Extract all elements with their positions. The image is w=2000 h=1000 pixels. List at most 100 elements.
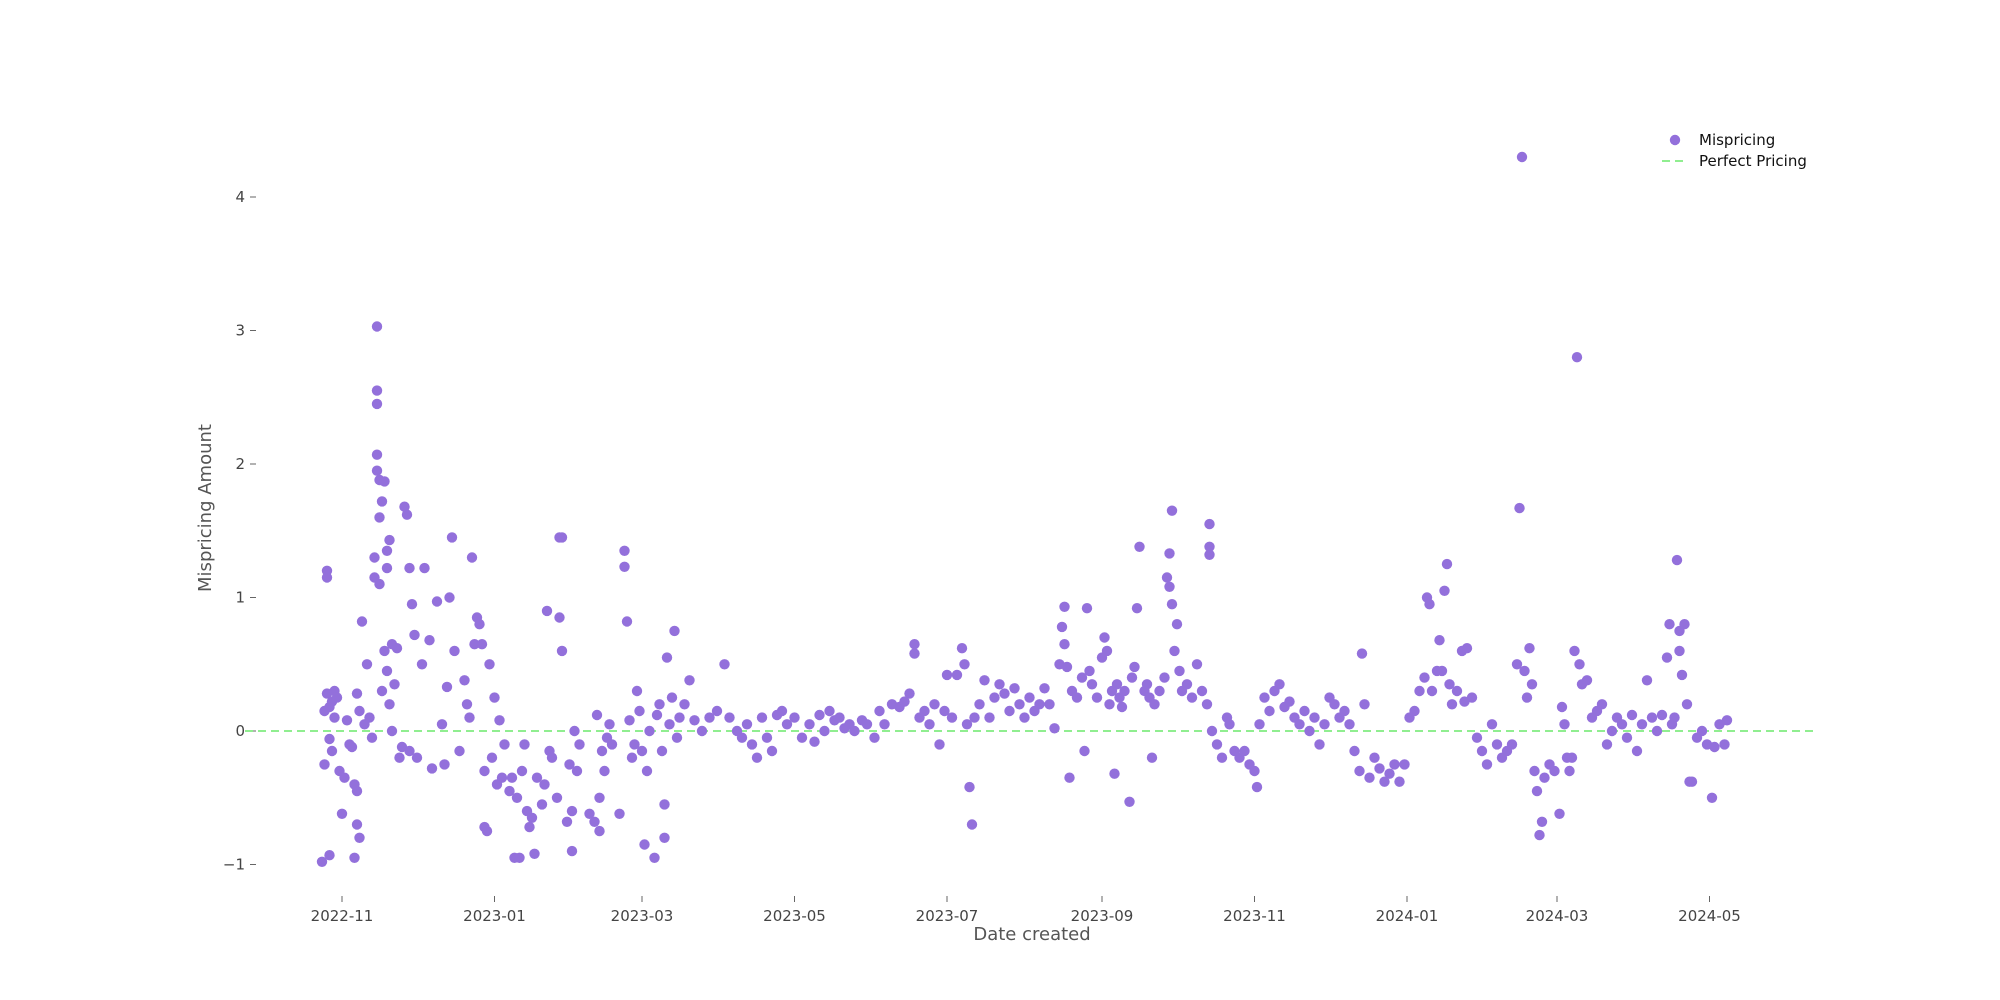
data-point bbox=[1539, 772, 1550, 783]
data-point bbox=[1636, 719, 1648, 730]
data-point bbox=[746, 739, 758, 750]
data-point bbox=[751, 752, 763, 763]
data-point bbox=[659, 832, 670, 843]
data-point bbox=[1186, 692, 1198, 703]
data-point bbox=[684, 675, 695, 686]
data-point bbox=[1521, 692, 1533, 703]
data-point bbox=[1399, 759, 1410, 770]
data-point bbox=[374, 512, 385, 523]
data-point bbox=[941, 669, 953, 681]
data-point bbox=[1319, 719, 1330, 730]
data-point bbox=[711, 705, 723, 717]
data-point bbox=[704, 712, 715, 723]
data-point bbox=[1476, 745, 1488, 757]
data-point bbox=[1511, 659, 1523, 670]
data-point bbox=[1191, 659, 1203, 670]
data-point bbox=[379, 645, 390, 657]
y-tick-label: 3 bbox=[235, 322, 245, 340]
data-point bbox=[574, 739, 585, 750]
data-point bbox=[1414, 685, 1425, 697]
data-point bbox=[376, 685, 388, 697]
data-point bbox=[1531, 785, 1543, 797]
data-point bbox=[1436, 665, 1448, 677]
data-point bbox=[1651, 725, 1663, 737]
data-point bbox=[1304, 725, 1315, 737]
data-point bbox=[1204, 549, 1215, 560]
data-point bbox=[1161, 572, 1173, 583]
data-point bbox=[1696, 725, 1708, 737]
data-point bbox=[1344, 719, 1355, 730]
data-point bbox=[899, 696, 910, 707]
data-point bbox=[1059, 639, 1070, 650]
data-point bbox=[1254, 719, 1265, 730]
data-point bbox=[419, 562, 430, 574]
data-point bbox=[1384, 768, 1395, 779]
data-point bbox=[1669, 712, 1680, 723]
data-point bbox=[1109, 768, 1120, 779]
data-point bbox=[1104, 699, 1115, 710]
data-point bbox=[361, 659, 373, 670]
data-point bbox=[364, 712, 375, 723]
data-point bbox=[354, 705, 365, 717]
legend: Mispricing Perfect Pricing bbox=[1662, 131, 1807, 170]
data-point bbox=[329, 712, 340, 723]
data-point bbox=[1671, 554, 1683, 566]
data-point bbox=[1601, 739, 1613, 750]
data-point bbox=[541, 605, 553, 617]
data-point bbox=[1154, 685, 1165, 697]
data-point bbox=[384, 699, 395, 710]
data-point bbox=[556, 532, 568, 543]
data-point bbox=[909, 648, 920, 659]
data-point bbox=[989, 692, 1000, 703]
data-point bbox=[369, 552, 380, 563]
data-point bbox=[614, 808, 625, 819]
x-tick-label: 2023-07 bbox=[916, 907, 979, 925]
data-point bbox=[636, 745, 648, 757]
data-point bbox=[381, 545, 393, 556]
data-point bbox=[1524, 643, 1535, 654]
data-point bbox=[604, 719, 615, 730]
data-point bbox=[1534, 829, 1545, 841]
data-point bbox=[1284, 696, 1295, 707]
data-point bbox=[874, 705, 885, 717]
data-point bbox=[1424, 599, 1435, 610]
data-point bbox=[401, 509, 413, 520]
data-point bbox=[934, 739, 945, 750]
data-point bbox=[386, 725, 398, 737]
data-point bbox=[1409, 705, 1420, 717]
data-point bbox=[666, 692, 678, 703]
data-point bbox=[849, 725, 860, 737]
x-tick-label: 2023-01 bbox=[463, 907, 526, 925]
data-point bbox=[664, 719, 675, 730]
data-point bbox=[481, 825, 493, 837]
data-point bbox=[1239, 745, 1250, 757]
data-point bbox=[1681, 699, 1693, 710]
data-point bbox=[351, 688, 363, 699]
data-point bbox=[1059, 601, 1070, 612]
data-point bbox=[629, 739, 640, 750]
data-point bbox=[1129, 661, 1140, 673]
data-point bbox=[1354, 765, 1365, 777]
data-point bbox=[371, 449, 383, 460]
data-point bbox=[679, 699, 690, 710]
data-point bbox=[766, 745, 778, 757]
data-point bbox=[394, 752, 405, 763]
data-point bbox=[476, 639, 488, 650]
data-point bbox=[504, 785, 515, 797]
data-point bbox=[724, 712, 735, 723]
data-point bbox=[804, 719, 815, 730]
data-point bbox=[464, 712, 475, 723]
data-point bbox=[371, 321, 383, 332]
data-point bbox=[1171, 619, 1183, 630]
x-tick-label: 2022-11 bbox=[311, 907, 374, 925]
data-point bbox=[519, 739, 530, 750]
data-point bbox=[1019, 712, 1030, 723]
data-point bbox=[1044, 699, 1055, 710]
data-point bbox=[551, 792, 563, 803]
data-point bbox=[1434, 635, 1445, 646]
data-point bbox=[1201, 699, 1213, 710]
data-point bbox=[319, 759, 330, 770]
data-point bbox=[1294, 719, 1305, 730]
data-point bbox=[1079, 745, 1090, 757]
data-point bbox=[449, 645, 460, 657]
